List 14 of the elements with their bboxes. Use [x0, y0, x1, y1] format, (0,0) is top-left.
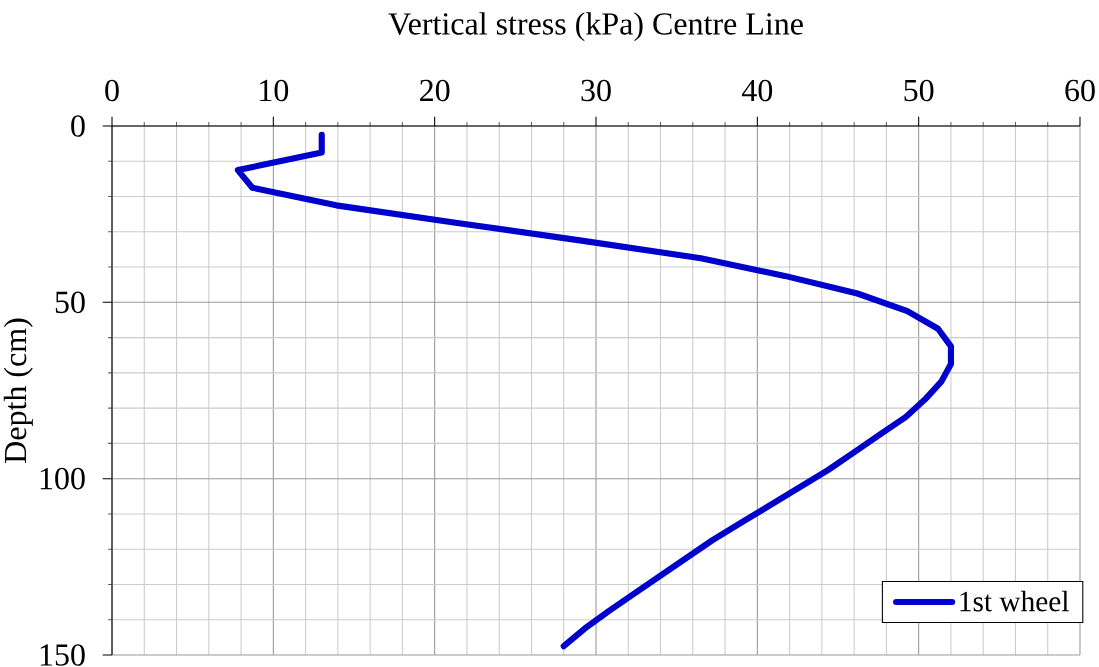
x-tick-label: 60 [1065, 79, 1095, 102]
x-tick-label: 10 [260, 79, 289, 102]
y-axis-title: Depth (cm) [3, 318, 33, 463]
x-tick-label: 40 [741, 79, 773, 102]
y-tick-label: 100 [40, 467, 85, 490]
x-tick-label: 50 [904, 79, 934, 102]
x-tick-label: 30 [581, 79, 611, 102]
y-tick-label: 0 [71, 115, 85, 137]
x-axis-title: Vertical stress (kPa) Centre Line [388, 12, 803, 42]
x-tick-label: 0 [105, 79, 119, 102]
x-tick-label: 20 [420, 79, 450, 102]
y-tick-label: 150 [40, 644, 85, 666]
y-tick-label: 50 [55, 291, 85, 314]
legend-label: 1st wheel [960, 590, 1069, 612]
